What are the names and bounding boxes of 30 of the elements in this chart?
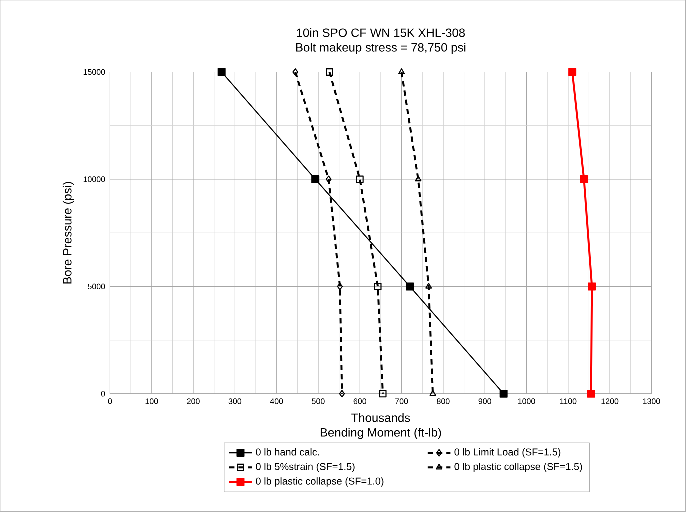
point [312,175,320,184]
point [415,176,422,182]
legend-label: 0 lb plastic collapse (SF=1.0) [256,477,384,487]
legend-label: 0 lb hand calc. [256,448,320,456]
point [568,68,577,76]
point [580,175,588,184]
point [356,176,364,184]
point [406,282,414,291]
point [326,68,334,76]
legend-label: 0 lb 5%strain (SF=1.5) [256,462,355,472]
text: Thousands [352,413,410,422]
point [500,390,508,398]
x-axis-title: Bending Moment (ft-lb) [320,428,442,440]
point [587,390,596,398]
point [292,68,299,76]
point [588,282,596,291]
point [337,282,344,290]
point [374,282,382,290]
point [339,390,346,398]
point [218,68,226,76]
legend-label: 0 lb plastic collapse (SF=1.5) [454,462,582,472]
legend-label: 0 lb Limit Load (SF=1.5) [454,448,561,458]
point [398,68,406,74]
y-axis-title: Bore Pressure (psi) [62,182,74,284]
point [326,176,332,184]
chart-subtitle: Bolt makeup stress = 78,750 psi [296,42,466,54]
point [430,390,436,396]
point [379,390,387,398]
point [426,282,432,289]
chart-title: 10in SPO CF WN 15K XHL-308 [297,28,466,38]
